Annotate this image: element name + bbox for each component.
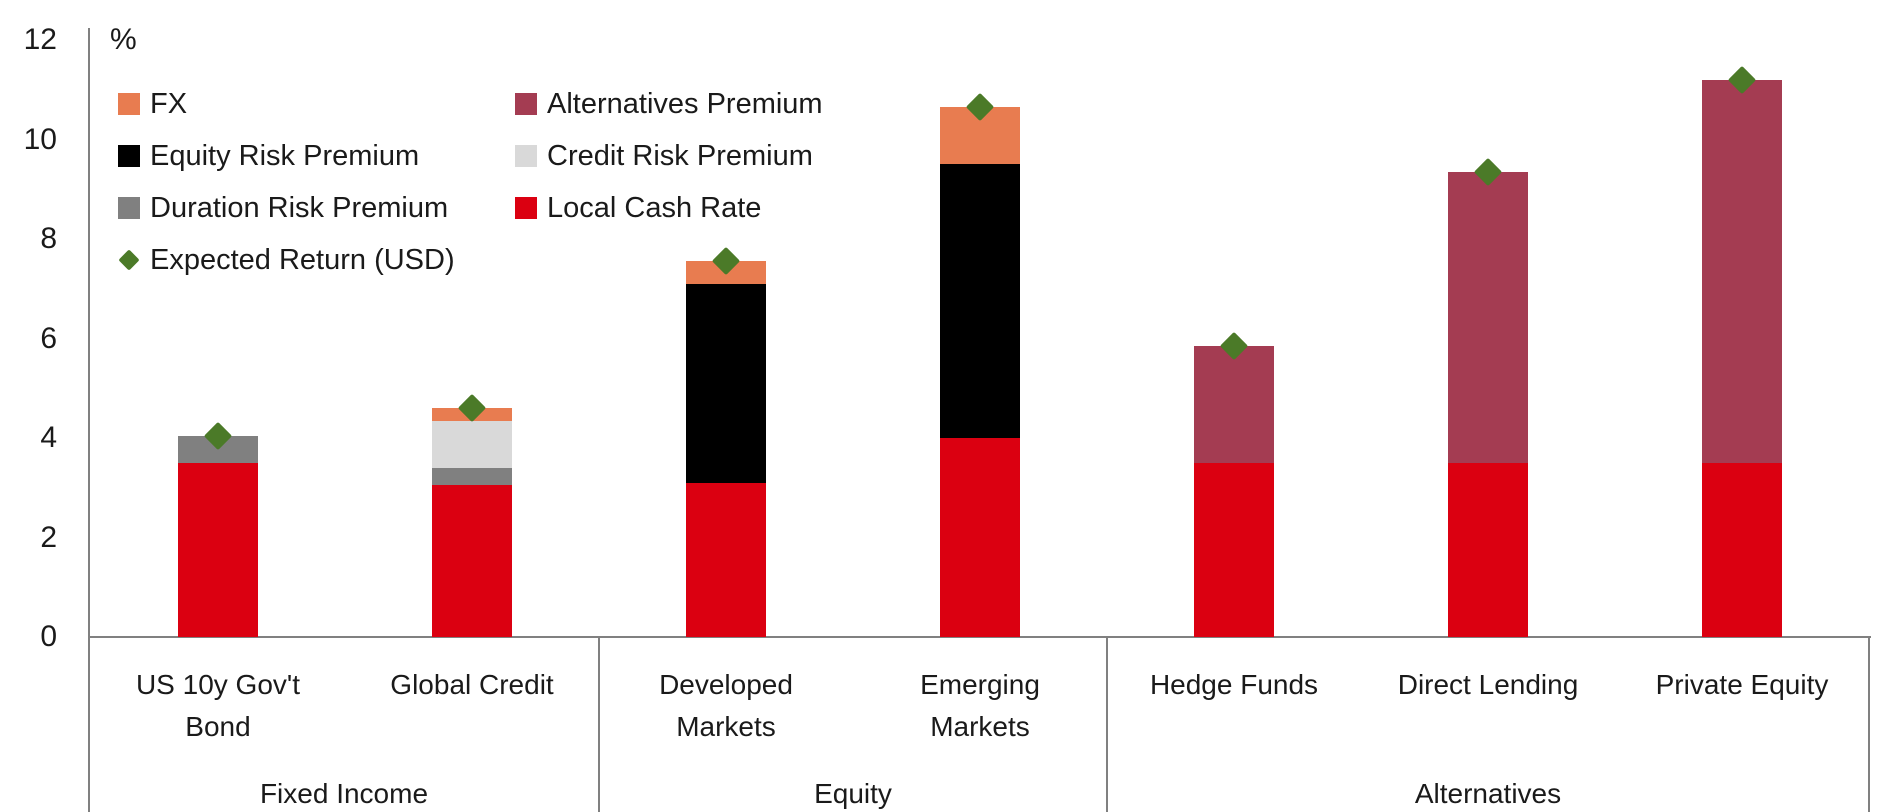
group-label: Alternatives: [1414, 778, 1562, 809]
bar-segment-alternatives-premium: [1448, 171, 1528, 463]
legend-square-swatch-icon: [515, 145, 537, 167]
bar-segment-local-cash-rate: [1194, 462, 1274, 637]
category-label: Emerging Markets: [920, 669, 1040, 742]
category-label: Private Equity: [1655, 669, 1829, 700]
legend-diamond-icon: [118, 249, 140, 271]
legend-square-swatch-icon: [515, 93, 537, 115]
legend-item: Expected Return (USD): [118, 245, 455, 274]
group-divider-equity-alternatives: [1106, 637, 1108, 812]
bar-segment-local-cash-rate: [178, 462, 258, 637]
y-axis-tick-label: 8: [40, 222, 57, 255]
bar-segment-alternatives-premium: [1702, 79, 1782, 463]
bar-segment-alternatives-premium: [1194, 345, 1274, 463]
y-axis-tick-label: 12: [23, 23, 57, 56]
group-divider-fixed-income-equity: [598, 637, 600, 812]
y-axis-tick-label: 10: [23, 122, 57, 156]
legend-item: Equity Risk Premium: [118, 141, 419, 170]
legend-item: Alternatives Premium: [515, 89, 823, 118]
bar-segment-local-cash-rate: [432, 485, 512, 637]
bar-segment-credit-risk-premium: [432, 420, 512, 468]
category-label: Hedge Funds: [1149, 669, 1319, 700]
category-label: Direct Lending: [1397, 669, 1579, 700]
group-label: Fixed Income: [259, 778, 429, 809]
legend-square-swatch-icon: [118, 145, 140, 167]
legend-item: Local Cash Rate: [515, 193, 761, 222]
y-axis-unit-label: %: [110, 23, 137, 56]
legend-item-label: Equity Risk Premium: [150, 139, 420, 172]
bar-segment-equity-risk-premium: [940, 164, 1020, 438]
bar-segment-local-cash-rate: [940, 438, 1020, 637]
bar-segment-equity-risk-premium: [686, 283, 766, 483]
y-axis-line: [88, 28, 90, 812]
legend-item-label: Local Cash Rate: [547, 191, 762, 224]
category-box-right-border: [1868, 637, 1870, 812]
legend-item: Duration Risk Premium: [118, 193, 448, 222]
legend-square-swatch-icon: [118, 197, 140, 219]
legend-item: FX: [118, 89, 187, 118]
x-axis-line: [88, 636, 1871, 638]
legend-item-label: Alternatives Premium: [547, 87, 823, 120]
category-label: Developed Markets: [659, 669, 793, 742]
legend-item: Credit Risk Premium: [515, 141, 813, 170]
y-axis-tick-label: 0: [40, 620, 57, 653]
legend-item-label: Expected Return (USD): [150, 243, 455, 276]
bar-segment-local-cash-rate: [1702, 462, 1782, 637]
category-label: Global Credit: [390, 669, 554, 700]
bar-segment-local-cash-rate: [686, 482, 766, 637]
legend-item-label: FX: [150, 87, 188, 120]
bar-segment-duration-risk-premium: [432, 467, 512, 486]
y-axis-tick-label: 6: [40, 321, 57, 355]
legend-square-swatch-icon: [515, 197, 537, 219]
y-axis-tick-label: 2: [40, 520, 57, 554]
legend-item-label: Credit Risk Premium: [547, 139, 813, 172]
legend-square-swatch-icon: [118, 93, 140, 115]
group-label: Equity: [814, 778, 892, 809]
y-axis-tick-label: 4: [40, 421, 57, 454]
legend-item-label: Duration Risk Premium: [150, 191, 449, 224]
category-label: US 10y Gov't Bond: [135, 669, 301, 742]
bar-segment-local-cash-rate: [1448, 462, 1528, 637]
